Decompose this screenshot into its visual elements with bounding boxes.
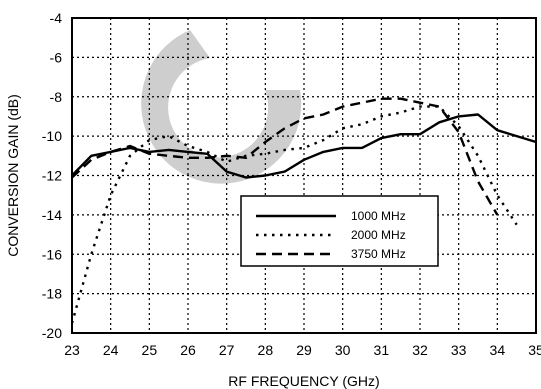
x-tick-label: 23 [64, 342, 80, 358]
y-tick-label: -4 [50, 10, 63, 26]
y-tick-label: -8 [50, 89, 63, 105]
x-tick-label: 31 [374, 342, 390, 358]
x-tick-label: 24 [103, 342, 119, 358]
x-tick-label: 30 [335, 342, 351, 358]
y-tick-label: -14 [42, 207, 62, 223]
x-tick-label: 27 [219, 342, 235, 358]
x-tick-label: 29 [296, 342, 312, 358]
y-tick-label: -16 [42, 246, 62, 262]
legend-box [240, 195, 439, 267]
y-tick-label: -6 [50, 49, 63, 65]
y-tick-label: -12 [42, 168, 62, 184]
x-tick-label: 32 [412, 342, 428, 358]
background-watermark [141, 30, 302, 184]
y-tick-label: -18 [42, 286, 62, 302]
x-axis-label: RF FREQUENCY (GHz) [228, 373, 379, 389]
y-axis-label: CONVERSION GAIN (dB) [5, 94, 21, 257]
x-tick-label: 34 [490, 342, 506, 358]
y-tick-label: -10 [42, 128, 62, 144]
x-tick-label: 25 [142, 342, 158, 358]
y-tick-labels: -20 -18 -16 -14 -12 -10 -8 -6 -4 [42, 10, 62, 341]
legend-label: 2000 MHz [351, 228, 406, 242]
series-line-2000-mhz [72, 105, 518, 324]
grid-lines [72, 18, 536, 333]
series-layer [72, 97, 536, 324]
legend-label: 3750 MHz [351, 247, 406, 261]
x-tick-label: 35 [528, 342, 541, 358]
x-tick-label: 33 [451, 342, 467, 358]
x-tick-label: 26 [180, 342, 196, 358]
series-line-1000-mhz [72, 113, 536, 179]
series-line-3750-mhz [72, 97, 499, 216]
x-tick-labels: 23 24 25 26 27 28 29 30 31 32 33 34 35 [64, 342, 541, 358]
y-tick-label: -20 [42, 325, 62, 341]
legend-label: 1000 MHz [351, 209, 406, 223]
plot-frame [71, 17, 537, 334]
x-tick-label: 28 [258, 342, 274, 358]
legend: 1000 MHz 2000 MHz 3750 MHz [240, 195, 439, 267]
